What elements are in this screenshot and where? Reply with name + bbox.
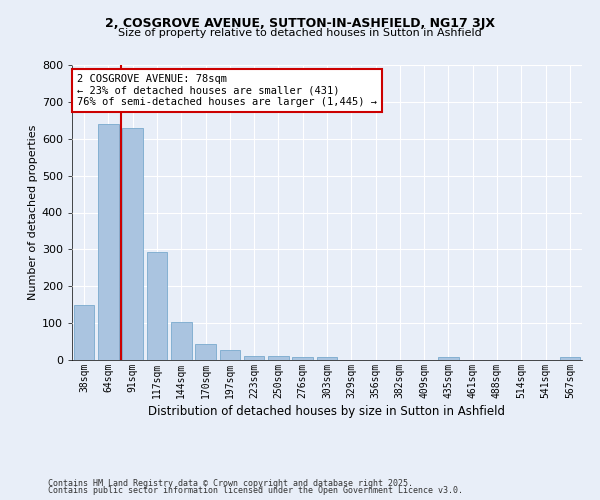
- Bar: [438, 358, 459, 360]
- Text: Size of property relative to detached houses in Sutton in Ashfield: Size of property relative to detached ho…: [118, 28, 482, 38]
- Text: Contains public sector information licensed under the Open Government Licence v3: Contains public sector information licen…: [48, 486, 463, 495]
- Text: 2, COSGROVE AVENUE, SUTTON-IN-ASHFIELD, NG17 3JX: 2, COSGROVE AVENUE, SUTTON-IN-ASHFIELD, …: [105, 18, 495, 30]
- Bar: [292, 358, 313, 360]
- Bar: [244, 356, 265, 360]
- Bar: [74, 304, 94, 360]
- Bar: [122, 128, 143, 360]
- Bar: [146, 252, 167, 360]
- Bar: [171, 322, 191, 360]
- Text: Contains HM Land Registry data © Crown copyright and database right 2025.: Contains HM Land Registry data © Crown c…: [48, 478, 413, 488]
- Bar: [317, 358, 337, 360]
- Y-axis label: Number of detached properties: Number of detached properties: [28, 125, 38, 300]
- Text: 2 COSGROVE AVENUE: 78sqm
← 23% of detached houses are smaller (431)
76% of semi-: 2 COSGROVE AVENUE: 78sqm ← 23% of detach…: [77, 74, 377, 107]
- X-axis label: Distribution of detached houses by size in Sutton in Ashfield: Distribution of detached houses by size …: [149, 405, 505, 418]
- Bar: [195, 344, 216, 360]
- Bar: [560, 358, 580, 360]
- Bar: [268, 356, 289, 360]
- Bar: [98, 124, 119, 360]
- Bar: [220, 350, 240, 360]
